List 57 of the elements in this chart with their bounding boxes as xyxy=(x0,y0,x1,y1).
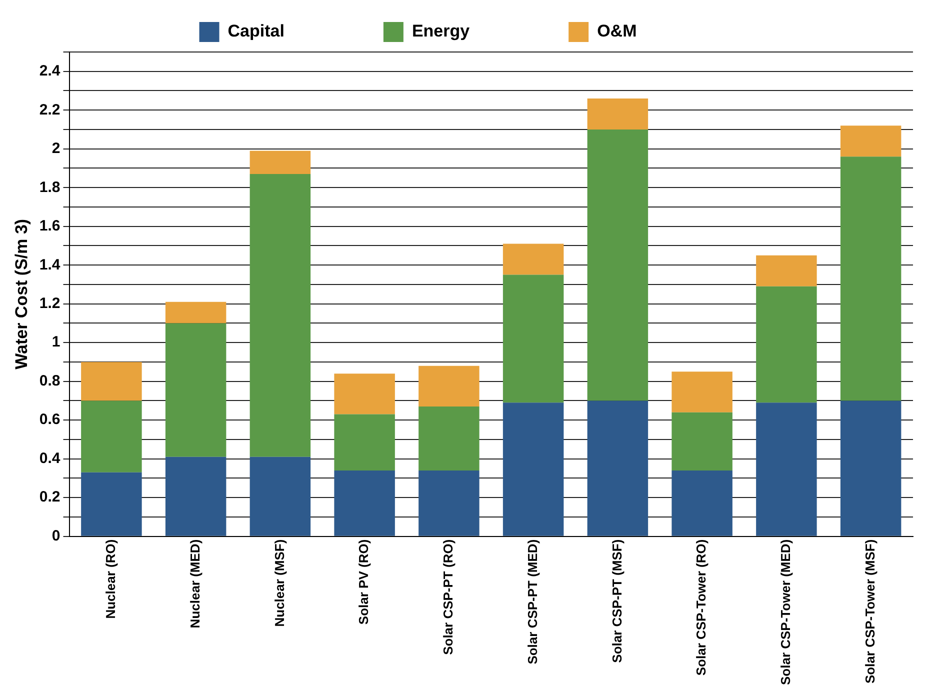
bar xyxy=(250,150,311,174)
x-tick-label: Solar CSP-PT (RO) xyxy=(440,539,456,655)
bar xyxy=(756,402,817,536)
bar xyxy=(165,323,226,457)
x-tick-label: Nuclear (MSF) xyxy=(272,539,287,627)
x-tick-label: Solar CSP-Tower (MED) xyxy=(778,539,794,686)
bar xyxy=(418,470,480,536)
x-tick-label: Solar CSP-PT (MED) xyxy=(524,539,540,664)
x-tick-label: Solar CSP-PT (MSF) xyxy=(609,539,624,663)
bar xyxy=(334,470,395,536)
bar xyxy=(840,126,902,157)
bar xyxy=(418,366,480,407)
y-tick-label: 0.6 xyxy=(39,411,60,428)
bar xyxy=(502,244,564,275)
bar xyxy=(418,406,480,470)
legend-label: Energy xyxy=(412,22,555,41)
legend-label: Capital xyxy=(228,22,370,41)
y-tick-label: 2.4 xyxy=(39,62,61,80)
bar xyxy=(840,400,902,536)
y-tick-label: 2.2 xyxy=(39,101,60,118)
y-axis-title: Water Cost (S/m 3) xyxy=(12,218,31,370)
bar xyxy=(672,412,732,470)
bar xyxy=(587,400,648,536)
y-tick-label: 2 xyxy=(52,140,60,158)
bar xyxy=(672,470,732,536)
legend-label: O&M xyxy=(597,22,722,41)
x-tick-label: Solar CSP-Tower (RO) xyxy=(694,539,709,676)
y-tick-label: 1 xyxy=(52,334,60,351)
y-tick-label: 1.8 xyxy=(39,178,60,196)
y-tick-label: 1.2 xyxy=(39,295,60,312)
x-tick-label: Nuclear (RO) xyxy=(103,539,118,619)
bar xyxy=(250,174,311,457)
bar xyxy=(756,255,817,286)
y-tick-label: 0.2 xyxy=(39,488,60,506)
bar xyxy=(502,274,564,403)
bar xyxy=(250,456,311,536)
bar xyxy=(840,156,902,401)
x-tick-label: Solar PV (RO) xyxy=(356,539,372,625)
bar xyxy=(502,402,564,536)
bar xyxy=(587,129,648,401)
bar xyxy=(334,414,395,470)
y-tick-label: 0 xyxy=(52,527,60,544)
x-tick-label: Solar CSP-Tower (MSF) xyxy=(862,539,878,684)
bar xyxy=(672,372,732,412)
bar xyxy=(81,362,142,401)
y-tick-label: 0.8 xyxy=(39,372,60,390)
bar xyxy=(165,456,226,536)
bar xyxy=(587,98,648,130)
bar xyxy=(756,286,817,403)
bar xyxy=(165,302,226,324)
y-tick-label: 1.6 xyxy=(39,218,60,235)
bar xyxy=(334,374,395,414)
bar xyxy=(81,472,142,536)
y-tick-label: 0.4 xyxy=(39,450,61,467)
y-tick-label: 1.4 xyxy=(39,256,61,274)
x-tick-label: Nuclear (MED) xyxy=(187,539,202,628)
bar xyxy=(81,400,142,472)
